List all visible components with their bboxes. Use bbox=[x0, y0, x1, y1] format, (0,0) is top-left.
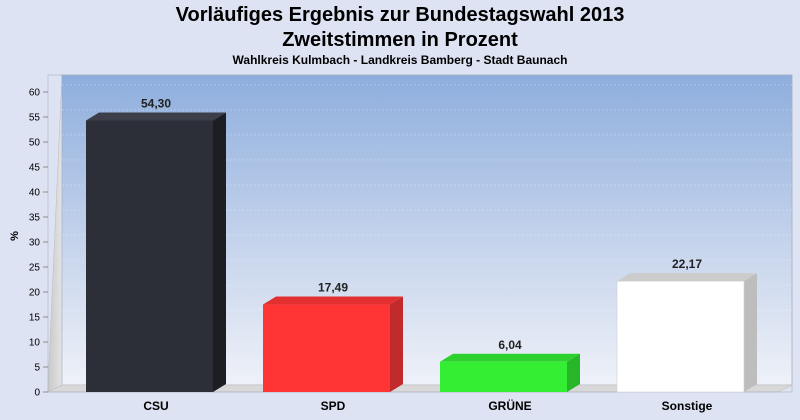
chart-subtitle: Wahlkreis Kulmbach - Landkreis Bamberg -… bbox=[232, 53, 568, 67]
bar-csu bbox=[86, 112, 226, 392]
y-tick-label: 25 bbox=[29, 263, 41, 274]
y-tick-label: 30 bbox=[29, 238, 41, 249]
y-tick-label: 20 bbox=[29, 288, 41, 299]
y-tick-label: 0 bbox=[34, 388, 40, 399]
y-tick-label: 45 bbox=[29, 163, 41, 174]
x-tick-label: SPD bbox=[321, 399, 346, 413]
y-tick-label: 10 bbox=[29, 338, 41, 349]
x-tick-label: GRÜNE bbox=[488, 398, 531, 413]
bar-sonstige bbox=[616, 273, 757, 393]
bar-grüne bbox=[440, 353, 580, 392]
y-tick-label: 60 bbox=[29, 88, 41, 99]
y-axis-label: % bbox=[9, 231, 21, 241]
value-label: 17,49 bbox=[318, 281, 348, 295]
chart-title: Vorläufiges Ergebnis zur Bundestagswahl … bbox=[175, 4, 625, 26]
value-label: 22,17 bbox=[672, 257, 702, 271]
value-label: 54,30 bbox=[141, 97, 171, 111]
x-tick-label: CSU bbox=[143, 399, 168, 413]
y-tick-label: 35 bbox=[29, 213, 41, 224]
y-tick-label: 5 bbox=[34, 363, 40, 374]
bar-spd bbox=[263, 296, 403, 392]
chart-title-line2: Zweitstimmen in Prozent bbox=[282, 29, 518, 51]
y-tick-label: 40 bbox=[29, 188, 41, 199]
y-tick-label: 55 bbox=[29, 113, 41, 124]
x-tick-label: Sonstige bbox=[662, 399, 713, 413]
y-tick-label: 15 bbox=[29, 313, 41, 324]
y-tick-label: 50 bbox=[29, 138, 41, 149]
value-label: 6,04 bbox=[498, 338, 522, 352]
